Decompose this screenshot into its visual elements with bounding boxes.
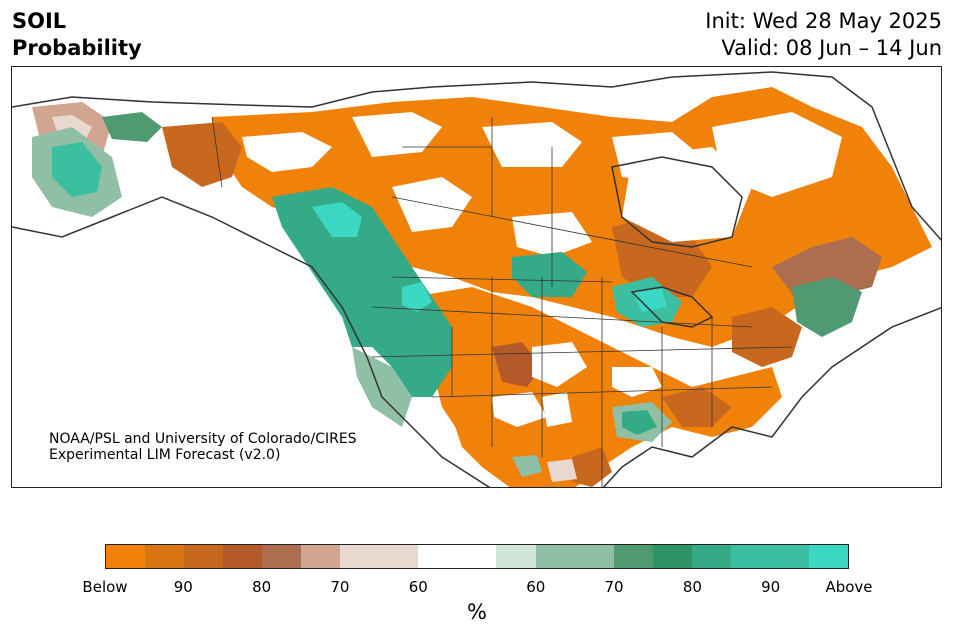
colorbar-segment xyxy=(496,545,536,568)
colorbar-segment xyxy=(652,545,692,568)
colorbar-segment xyxy=(691,545,731,568)
colorbar-segment xyxy=(535,545,575,568)
colorbar-segment xyxy=(769,545,809,568)
colorbar-tick-label: 60 xyxy=(526,578,546,596)
forecast-dates: Init: Wed 28 May 2025 Valid: 08 Jun – 14… xyxy=(705,8,942,62)
colorbar-segment xyxy=(613,545,653,568)
colorbar-segment xyxy=(340,545,380,568)
colorbar-segment xyxy=(301,545,341,568)
colorbar-segment xyxy=(106,545,146,568)
colorbar-segment xyxy=(730,545,770,568)
above-normal-regions xyxy=(32,112,862,482)
colorbar-segment xyxy=(379,545,419,568)
colorbar-tick-label: 80 xyxy=(682,578,702,596)
credit-text: NOAA/PSL and University of Colorado/CIRE… xyxy=(49,431,357,463)
colorbar-tick-label: Below xyxy=(82,578,128,596)
colorbar-segment xyxy=(184,545,224,568)
colorbar-tick-label: 70 xyxy=(330,578,350,596)
init-date: Init: Wed 28 May 2025 xyxy=(705,9,942,33)
colorbar-segment xyxy=(418,545,458,568)
colorbar-segment xyxy=(262,545,302,568)
units-label: % xyxy=(467,600,487,624)
map-title: SOIL Probability xyxy=(12,8,142,62)
map-panel xyxy=(11,66,942,488)
colorbar-tick-label: 90 xyxy=(173,578,193,596)
state-borders xyxy=(211,116,793,487)
colorbar-segment xyxy=(223,545,263,568)
credit-line-2: Experimental LIM Forecast (v2.0) xyxy=(49,447,281,463)
colorbar-tick-label: Above xyxy=(825,578,873,596)
colorbar-segment xyxy=(574,545,614,568)
colorbar-tick-label: 60 xyxy=(408,578,428,596)
colorbar-segment xyxy=(808,545,848,568)
colorbar-tick-label: 70 xyxy=(604,578,624,596)
probability-map xyxy=(12,71,941,487)
valid-date: Valid: 08 Jun – 14 Jun xyxy=(721,36,942,60)
colorbar xyxy=(105,544,849,569)
colorbar-segment xyxy=(145,545,185,568)
colorbar-tick-label: 90 xyxy=(761,578,781,596)
title-line-1: SOIL xyxy=(12,9,67,33)
credit-line-1: NOAA/PSL and University of Colorado/CIRE… xyxy=(49,431,357,447)
title-line-2: Probability xyxy=(12,36,142,60)
colorbar-segment xyxy=(457,545,497,568)
colorbar-tick-label: 80 xyxy=(252,578,272,596)
